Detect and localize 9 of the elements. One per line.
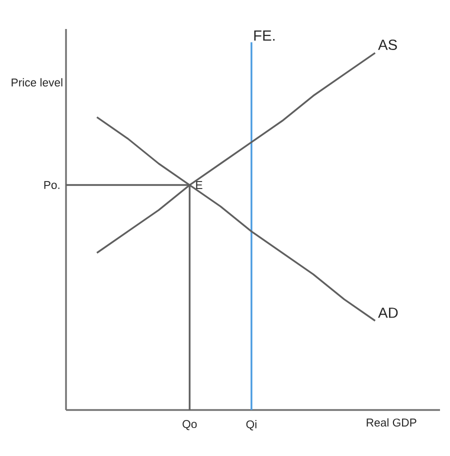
- x-axis-title: Real GDP: [366, 418, 416, 427]
- annotation: E: [196, 181, 202, 189]
- y-axis-title: Price level: [12, 78, 62, 86]
- ref-line-label: Po.: [44, 181, 60, 189]
- series-label: AS: [378, 40, 397, 50]
- x-tick-label: Qi: [246, 420, 256, 430]
- ref-line-label: FE.: [254, 30, 275, 41]
- x-tick-label: Qo: [182, 420, 197, 430]
- series-label: AD: [378, 308, 398, 318]
